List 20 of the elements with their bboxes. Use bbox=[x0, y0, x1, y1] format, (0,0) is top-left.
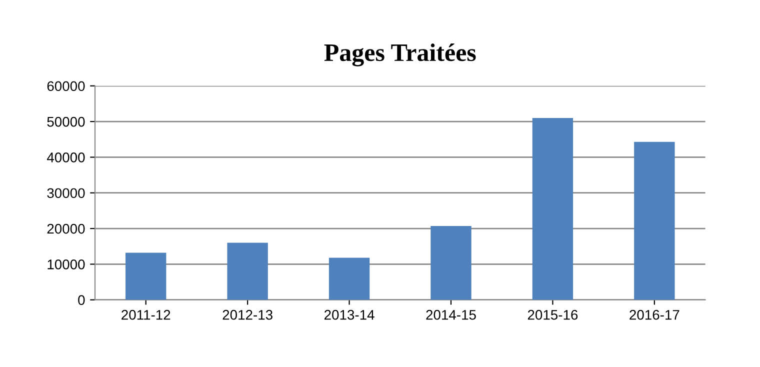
y-tick-label: 40000 bbox=[46, 152, 85, 162]
y-tick-label: 20000 bbox=[47, 224, 85, 234]
bar bbox=[328, 258, 370, 300]
x-tick-label: 2015-16 bbox=[528, 310, 578, 320]
x-tick-label: 2011-12 bbox=[122, 310, 170, 320]
chart-title: Pages Traitées bbox=[324, 44, 476, 66]
bar bbox=[634, 142, 675, 300]
bar bbox=[532, 118, 574, 300]
x-tick-label: 2012-13 bbox=[222, 310, 272, 320]
x-tick-label: 2013-14 bbox=[324, 310, 374, 320]
y-tick-label: 30000 bbox=[47, 188, 85, 198]
y-tick-label: 50000 bbox=[47, 116, 85, 127]
x-tick-label: 2016-17 bbox=[630, 310, 680, 320]
bar bbox=[430, 226, 472, 300]
x-tick-label: 2014-15 bbox=[426, 310, 476, 320]
y-tick-label: 60000 bbox=[47, 81, 85, 92]
y-tick-label: 0 bbox=[78, 295, 85, 306]
bar bbox=[126, 252, 166, 300]
y-tick-label: 10000 bbox=[48, 260, 85, 270]
bar bbox=[227, 242, 268, 300]
